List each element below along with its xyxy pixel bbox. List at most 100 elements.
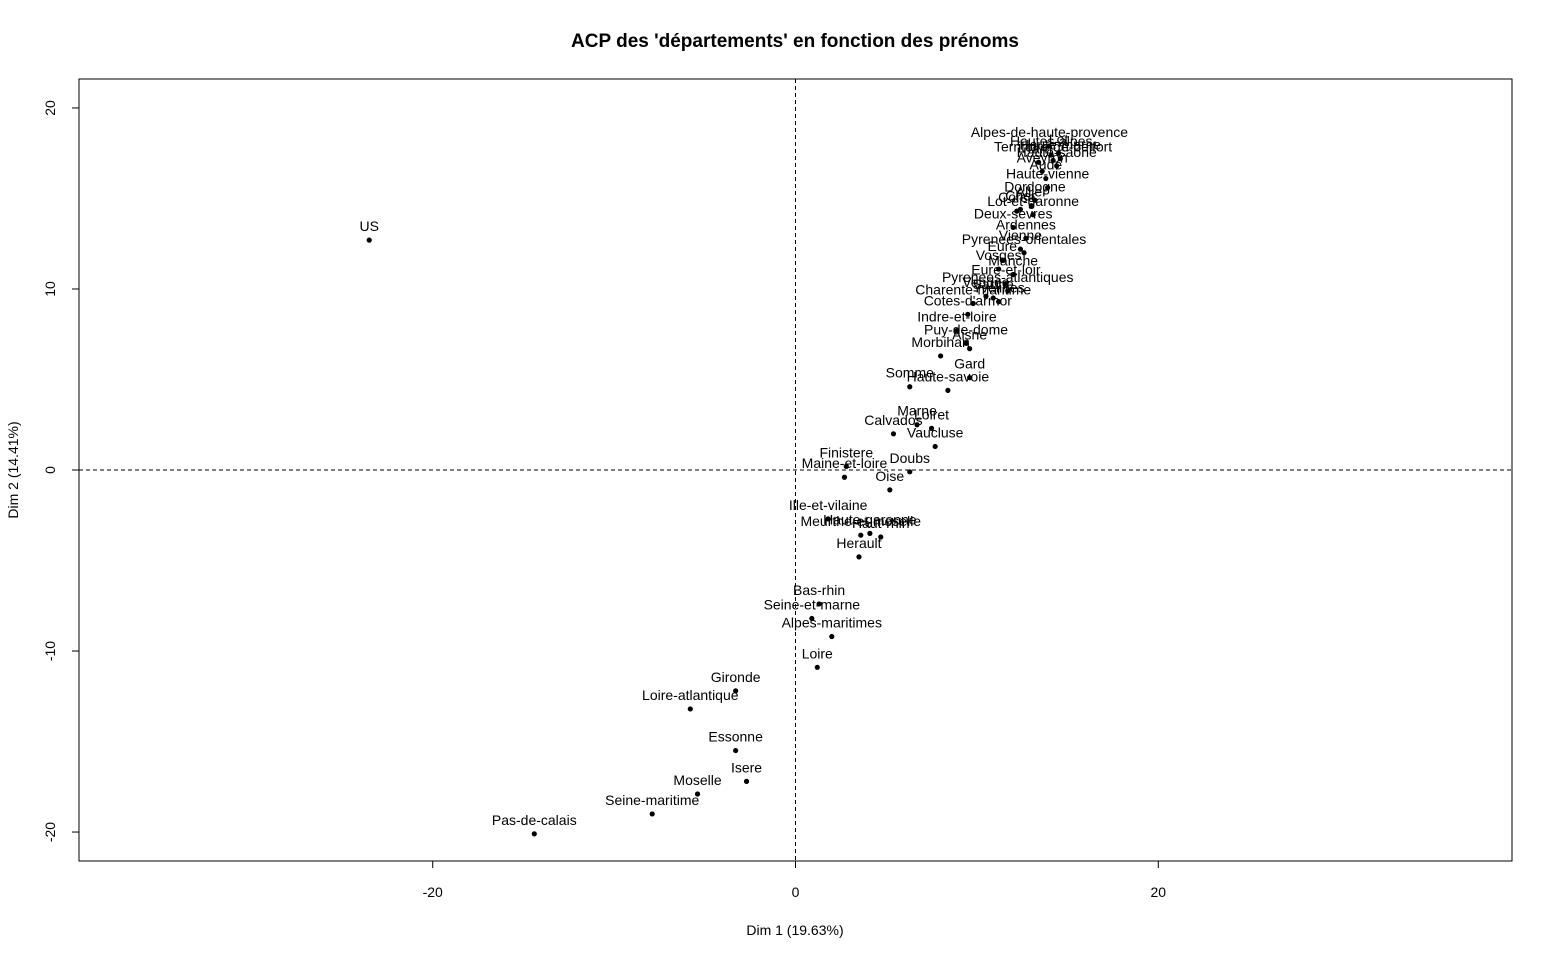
data-point: Puy-de-dome — [924, 321, 1008, 346]
point-marker — [1010, 224, 1016, 231]
point-marker — [907, 384, 913, 390]
data-point: Maine-et-loire — [802, 455, 888, 480]
point-marker — [965, 311, 971, 317]
point-label: Gard — [954, 356, 985, 372]
data-point: Vendee — [962, 274, 1010, 299]
data-point: Haut-rhin — [852, 515, 910, 540]
point-marker — [733, 688, 739, 694]
point-marker — [1050, 157, 1056, 164]
point-label: Lot — [1049, 131, 1069, 147]
x-tick-label: 20 — [1150, 884, 1166, 900]
point-marker — [963, 340, 969, 346]
point-label: Haute-vienne — [1006, 166, 1089, 182]
point-label: Corse — [998, 189, 1036, 205]
data-point: Lot — [1049, 131, 1069, 156]
point-label: Morbihan — [911, 334, 969, 350]
point-marker — [887, 487, 893, 493]
point-marker — [932, 443, 938, 450]
point-marker — [856, 554, 862, 560]
point-label: Moselle — [673, 772, 721, 788]
point-marker — [1035, 159, 1042, 165]
data-point: Morbihan — [911, 334, 970, 359]
data-point: Charente-maritime — [915, 281, 1031, 307]
data-point: Haute-marne — [1019, 137, 1101, 162]
point-marker — [928, 425, 935, 431]
point-marker — [1030, 212, 1036, 218]
point-marker — [1045, 185, 1051, 191]
data-point: Herault — [836, 535, 882, 560]
data-point: Finistere — [819, 444, 873, 469]
x-axis: -20 0 20 — [423, 861, 1166, 900]
point-label: Aisne — [952, 327, 987, 343]
data-point: Alpes-de-haute-provence — [971, 124, 1128, 149]
data-point: Aisne — [952, 327, 987, 352]
data-point: Gard — [954, 356, 985, 381]
point-label: Gironde — [711, 669, 761, 685]
point-label: Seine-et-marne — [764, 596, 861, 612]
point-label: Maine-et-loire — [802, 455, 888, 471]
data-point: Somme — [886, 365, 934, 390]
point-marker — [878, 534, 884, 540]
point-marker — [1023, 235, 1029, 241]
point-marker — [970, 300, 976, 307]
point-marker — [867, 530, 873, 536]
point-marker — [1028, 203, 1034, 209]
point-marker — [1055, 150, 1062, 156]
point-label: Seine-maritime — [605, 792, 699, 808]
point-label: Vienne — [999, 227, 1043, 243]
data-point: Territoire-de-belfort — [994, 138, 1112, 164]
point-label: Puy-de-dome — [924, 321, 1008, 337]
data-point: Moselle — [673, 772, 722, 797]
point-marker — [858, 532, 864, 538]
point-label: Vosges — [976, 247, 1022, 263]
data-point: Corse — [998, 189, 1036, 214]
point-label: Ille-et-vilaine — [789, 497, 868, 513]
data-point: Cotes-d'armor — [924, 292, 1012, 317]
point-label: Loire — [802, 645, 833, 661]
x-tick-label: 0 — [792, 884, 800, 900]
point-marker — [816, 601, 822, 607]
point-label: Haute-marne — [1019, 137, 1101, 153]
data-point: Seine-maritime — [605, 792, 699, 817]
point-label: Tarn — [1025, 140, 1052, 156]
data-point: Sarthe — [973, 276, 1014, 301]
point-marker — [983, 293, 989, 299]
point-label: Haute-garonne — [823, 511, 917, 527]
point-marker — [743, 778, 750, 784]
data-point: Pas-de-calais — [492, 812, 577, 837]
point-label: Bas-rhin — [793, 582, 845, 598]
point-marker — [814, 664, 820, 670]
point-label: Eure-et-loir — [971, 262, 1041, 278]
point-label: Sarthe — [973, 276, 1014, 292]
data-point: Seine-et-marne — [764, 596, 861, 622]
point-label: Herault — [836, 535, 881, 551]
point-label: Alpes-maritimes — [782, 615, 882, 631]
point-marker — [945, 387, 951, 393]
point-marker — [1043, 175, 1049, 182]
point-marker — [1010, 271, 1016, 278]
data-point: Meurthe-et-moselle — [800, 513, 921, 538]
data-point: Gironde — [711, 669, 761, 694]
point-label: Hautes-alpes — [1010, 133, 1093, 149]
y-tick-label: 20 — [42, 100, 58, 116]
point-marker — [907, 469, 913, 475]
data-point: Haute-savoie — [907, 368, 989, 393]
data-point: Haute-vienne — [1006, 166, 1089, 191]
point-label: Alpes-de-haute-provence — [971, 124, 1128, 140]
point-label: Essonne — [708, 729, 763, 745]
point-marker — [938, 353, 944, 359]
point-marker — [996, 266, 1002, 272]
point-marker — [954, 328, 960, 334]
point-label: Marne — [897, 403, 937, 419]
x-axis-label: Dim 1 (19.63%) — [746, 922, 843, 938]
point-label: Loiret — [914, 406, 949, 422]
point-marker — [999, 257, 1005, 263]
point-marker — [809, 615, 815, 622]
point-marker — [694, 791, 701, 797]
data-point: Eure — [987, 238, 1017, 263]
point-marker — [967, 346, 973, 352]
data-point: Essonne — [708, 729, 763, 754]
data-point: Loire — [802, 645, 833, 670]
point-label: Oise — [875, 468, 904, 484]
